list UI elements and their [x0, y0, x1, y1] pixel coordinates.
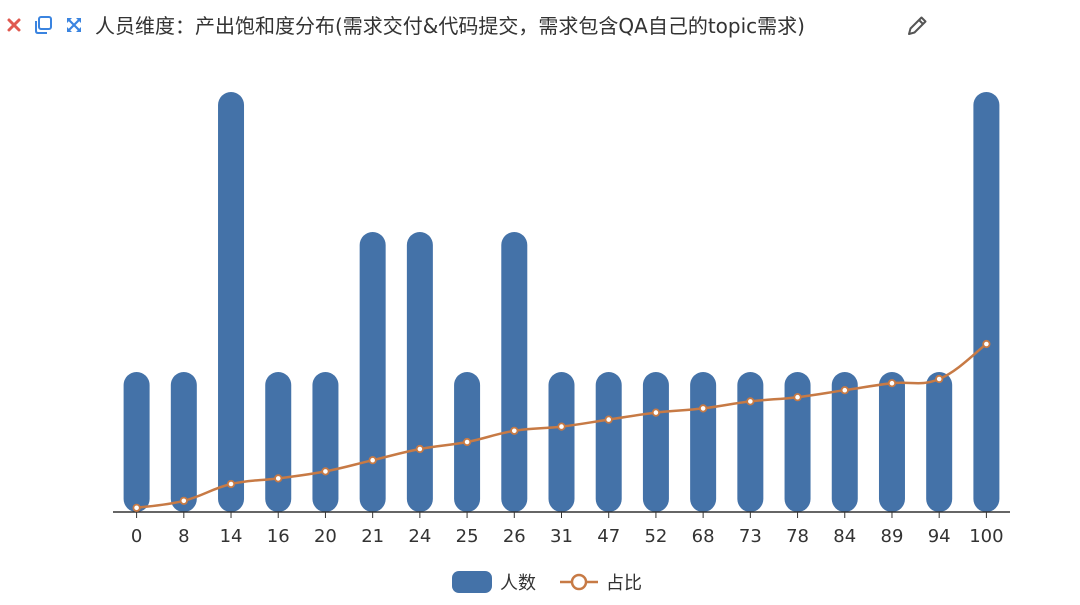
- bar-73[interactable]: [737, 372, 764, 512]
- ratio-point-31[interactable]: [557, 422, 566, 431]
- bar-52[interactable]: [642, 372, 669, 512]
- bar-68[interactable]: [690, 372, 717, 512]
- x-tick-label: 21: [361, 526, 384, 547]
- bar-0[interactable]: [123, 372, 150, 512]
- ratio-point-47[interactable]: [604, 415, 613, 424]
- x-tick-label: 73: [739, 526, 762, 547]
- bar-16[interactable]: [265, 372, 292, 512]
- bar-94[interactable]: [926, 372, 953, 512]
- bar-14[interactable]: [218, 92, 245, 512]
- ratio-point-24[interactable]: [415, 444, 424, 454]
- edit-icon[interactable]: [905, 14, 929, 38]
- ratio-point-25[interactable]: [462, 437, 472, 447]
- x-tick-label: 52: [644, 526, 667, 547]
- x-tick-label: 25: [456, 526, 479, 547]
- ratio-point-26[interactable]: [510, 426, 519, 435]
- ratio-point-68[interactable]: [699, 404, 708, 413]
- x-tick-label: 31: [550, 526, 573, 547]
- ratio-point-73[interactable]: [746, 397, 755, 406]
- x-tick-label: 14: [220, 526, 243, 547]
- ratio-point-100[interactable]: [982, 339, 991, 349]
- x-tick-label: 20: [314, 526, 337, 547]
- bar-78[interactable]: [784, 372, 811, 512]
- bar-24[interactable]: [406, 232, 433, 512]
- bar-89[interactable]: [878, 372, 905, 512]
- ratio-point-52[interactable]: [651, 408, 661, 417]
- bar-20[interactable]: [312, 372, 339, 512]
- legend-bar-swatch[interactable]: [452, 571, 492, 593]
- ratio-point-0[interactable]: [132, 503, 141, 512]
- ratio-point-89[interactable]: [887, 379, 897, 388]
- legend-line-label[interactable]: 占比: [606, 573, 642, 594]
- x-tick-label: 24: [408, 526, 431, 547]
- legend-line-marker: [570, 573, 588, 591]
- bar-84[interactable]: [831, 372, 858, 512]
- bar-100[interactable]: [973, 92, 1000, 512]
- bar-26[interactable]: [501, 232, 528, 512]
- close-icon[interactable]: [6, 17, 22, 33]
- ratio-point-94[interactable]: [935, 374, 944, 384]
- x-tick-label: 94: [928, 526, 951, 547]
- expand-icon[interactable]: [65, 16, 83, 34]
- ratio-point-84[interactable]: [840, 386, 849, 395]
- x-tick-label: 8: [178, 526, 189, 547]
- ratio-point-21[interactable]: [368, 456, 377, 465]
- x-tick-label: 78: [786, 526, 809, 547]
- chart-title: 人员维度：产出饱和度分布(需求交付&代码提交，需求包含QA自己的topic需求): [95, 14, 805, 38]
- x-tick-label: 89: [881, 526, 904, 547]
- x-tick-label: 16: [267, 526, 290, 547]
- copy-icon[interactable]: [33, 15, 53, 35]
- chart-header: 人员维度：产出饱和度分布(需求交付&代码提交，需求包含QA自己的topic需求): [0, 0, 1080, 52]
- x-tick-label: 47: [597, 526, 620, 547]
- ratio-point-8[interactable]: [179, 496, 188, 505]
- bar-31[interactable]: [548, 372, 575, 512]
- bar-21[interactable]: [359, 232, 386, 512]
- legend-bar-label[interactable]: 人数: [500, 573, 536, 594]
- x-tick-label: 84: [833, 526, 856, 547]
- x-tick-label: 26: [503, 526, 526, 547]
- bar-47[interactable]: [595, 372, 622, 512]
- ratio-point-14[interactable]: [226, 479, 236, 489]
- bar-8[interactable]: [170, 372, 197, 512]
- ratio-point-20[interactable]: [321, 467, 330, 476]
- x-tick-label: 68: [692, 526, 715, 547]
- x-tick-label: 100: [969, 526, 1003, 547]
- ratio-point-78[interactable]: [793, 393, 802, 402]
- ratio-point-16[interactable]: [274, 474, 283, 483]
- x-tick-label: 0: [131, 526, 142, 547]
